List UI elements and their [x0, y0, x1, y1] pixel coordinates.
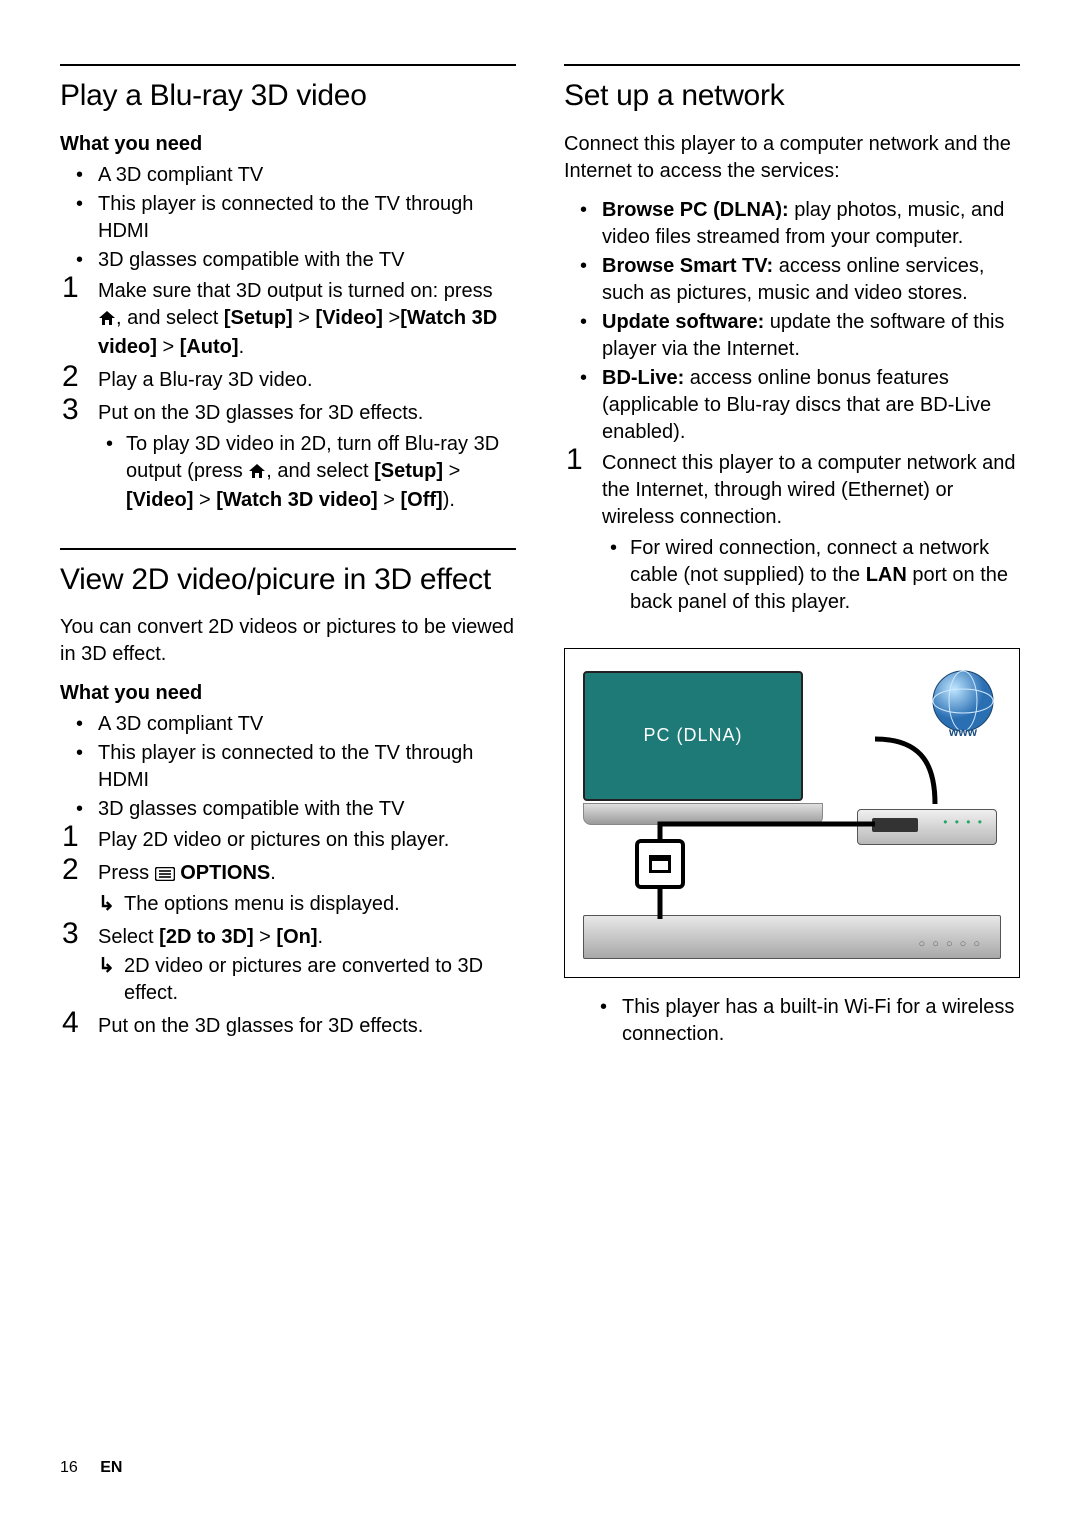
feature-item: Browse Smart TV: access online services,…: [602, 253, 1020, 307]
section-heading-2d-to-3d: View 2D video/picure in 3D effect: [60, 560, 516, 601]
step-text: Connect this player to a computer networ…: [602, 452, 1016, 528]
step-text: Press: [98, 862, 155, 884]
step-text: , and select: [266, 460, 374, 482]
requirements-list: A 3D compliant TV This player is connect…: [60, 711, 516, 823]
step-text: Put on the 3D glasses for 3D effects.: [98, 402, 423, 424]
sub-bullet-item: To play 3D video in 2D, turn off Blu-ray…: [126, 431, 516, 514]
network-diagram: PC (DLNA) www: [564, 648, 1020, 978]
requirement-item: 3D glasses compatible with the TV: [98, 796, 516, 823]
feature-item: Browse PC (DLNA): play photos, music, an…: [602, 197, 1020, 251]
step-item: Press OPTIONS. The options menu is displ…: [60, 860, 516, 924]
ui-path: [Setup]: [374, 460, 443, 482]
left-column: Play a Blu-ray 3D video What you need A …: [60, 64, 516, 1052]
section-intro: You can convert 2D videos or pictures to…: [60, 614, 516, 668]
what-you-need-heading: What you need: [60, 680, 516, 707]
step-text: >: [443, 460, 460, 482]
ui-path: [2D to 3D]: [159, 926, 253, 948]
step-item: Put on the 3D glasses for 3D effects. To…: [60, 400, 516, 522]
ui-path: [Setup]: [224, 307, 293, 329]
step-text: .: [318, 926, 324, 948]
steps-list: Connect this player to a computer networ…: [564, 450, 1020, 624]
feature-list: Browse PC (DLNA): play photos, music, an…: [564, 197, 1020, 446]
manual-page: Play a Blu-ray 3D video What you need A …: [0, 0, 1080, 1527]
step-item: Select [2D to 3D] > [On]. 2D video or pi…: [60, 924, 516, 1013]
feature-name: Browse PC (DLNA):: [602, 199, 789, 221]
language-code: EN: [100, 1459, 122, 1476]
step-item: Play 2D video or pictures on this player…: [60, 827, 516, 860]
feature-name: Update software:: [602, 311, 764, 333]
step-text: >: [378, 489, 401, 511]
requirement-item: A 3D compliant TV: [98, 711, 516, 738]
feature-item: Update software: update the software of …: [602, 309, 1020, 363]
home-icon: [98, 307, 116, 334]
requirement-item: 3D glasses compatible with the TV: [98, 247, 516, 274]
steps-list: Make sure that 3D output is turned on: p…: [60, 278, 516, 522]
step-text: , and select: [116, 307, 224, 329]
section-heading-3d-video: Play a Blu-ray 3D video: [60, 76, 516, 117]
step-text: >: [193, 489, 216, 511]
step-text: .: [239, 336, 245, 358]
step-text: .: [270, 862, 276, 884]
steps-list: Play 2D video or pictures on this player…: [60, 827, 516, 1046]
step-text: >: [254, 926, 277, 948]
sub-bullets: To play 3D video in 2D, turn off Blu-ray…: [98, 431, 516, 514]
ui-path: [Auto]: [180, 336, 239, 358]
page-number: 16: [60, 1459, 78, 1476]
step-text: ).: [443, 489, 455, 511]
right-column: Set up a network Connect this player to …: [564, 64, 1020, 1052]
step-text: >: [157, 336, 180, 358]
ui-path: [On]: [276, 926, 317, 948]
page-footer: 16 EN: [60, 1457, 122, 1479]
sub-bullet-item: For wired connection, connect a network …: [630, 535, 1020, 616]
result-line: The options menu is displayed.: [98, 891, 516, 918]
two-column-layout: Play a Blu-ray 3D video What you need A …: [60, 64, 1020, 1052]
step-text: >: [293, 307, 316, 329]
step-item: Play a Blu-ray 3D video.: [60, 367, 516, 400]
requirement-item: This player is connected to the TV throu…: [98, 191, 516, 245]
ui-path: [Watch 3D video]: [216, 489, 378, 511]
section-rule: [564, 64, 1020, 66]
requirement-item: This player is connected to the TV throu…: [98, 740, 516, 794]
requirements-list: A 3D compliant TV This player is connect…: [60, 162, 516, 274]
what-you-need-heading: What you need: [60, 131, 516, 158]
step-item: Make sure that 3D output is turned on: p…: [60, 278, 516, 367]
step-item: Put on the 3D glasses for 3D effects.: [60, 1013, 516, 1046]
after-list: This player has a built-in Wi-Fi for a w…: [564, 994, 1020, 1048]
section-intro: Connect this player to a computer networ…: [564, 131, 1020, 185]
section-heading-network: Set up a network: [564, 76, 1020, 117]
section-rule: [60, 548, 516, 550]
sub-bullets: For wired connection, connect a network …: [602, 535, 1020, 616]
button-label: OPTIONS: [175, 862, 271, 884]
port-label: LAN: [866, 564, 907, 586]
step-item: Connect this player to a computer networ…: [564, 450, 1020, 624]
ui-path: [Video]: [126, 489, 193, 511]
note-item: This player has a built-in Wi-Fi for a w…: [622, 994, 1020, 1048]
ui-path: [Off]: [401, 489, 443, 511]
feature-name: BD-Live:: [602, 367, 684, 389]
step-text: Make sure that 3D output is turned on: p…: [98, 280, 493, 302]
requirement-item: A 3D compliant TV: [98, 162, 516, 189]
feature-item: BD-Live: access online bonus features (a…: [602, 365, 1020, 446]
section-rule: [60, 64, 516, 66]
step-text: >: [383, 307, 400, 329]
result-line: 2D video or pictures are converted to 3D…: [98, 953, 516, 1007]
cable-lines: [565, 649, 1019, 977]
home-icon: [248, 460, 266, 487]
ui-path: [Video]: [316, 307, 383, 329]
step-text: Select: [98, 926, 159, 948]
feature-name: Browse Smart TV:: [602, 255, 773, 277]
options-icon: [155, 862, 175, 889]
